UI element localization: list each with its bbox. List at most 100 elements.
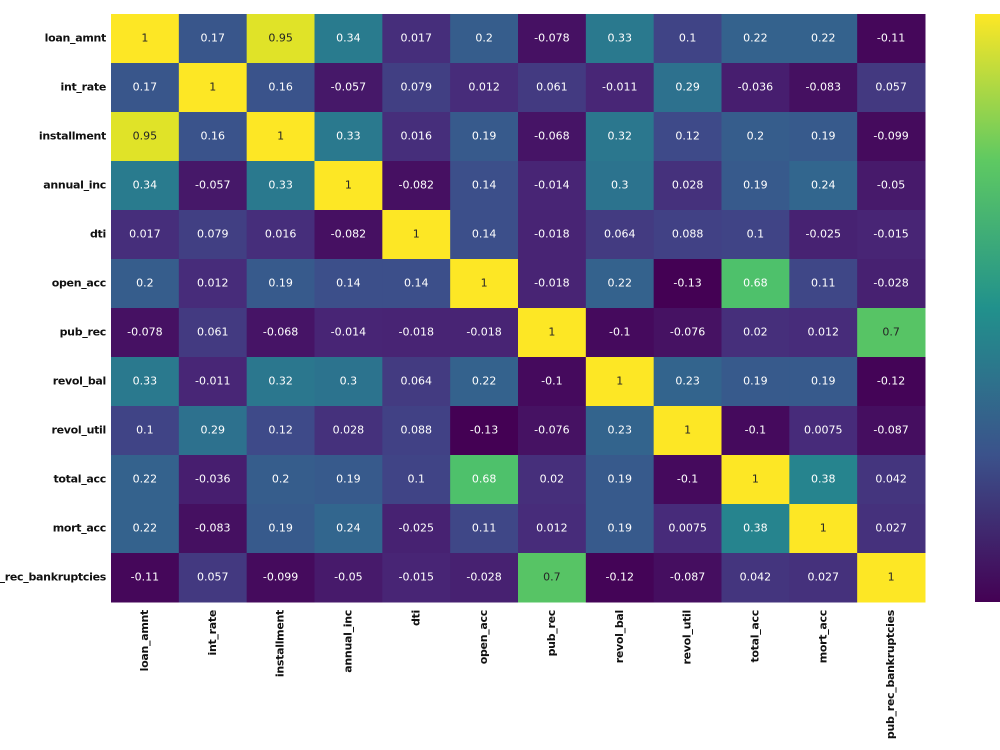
cell-annotation: 0.23 [675,375,700,388]
heatmap-cell [314,14,383,64]
heatmap-cell [857,357,926,407]
cell-annotation: -0.057 [331,81,366,94]
heatmap-cell [450,14,519,64]
heatmap-cell [518,63,587,113]
heatmap-cell [585,210,655,260]
cell-annotation: 0.016 [265,228,297,241]
heatmap-cell [450,63,519,113]
heatmap-cell [178,406,248,456]
heatmap-cell [450,210,519,260]
heatmap-cell [314,63,383,113]
heatmap-cell [653,308,722,358]
cell-annotation: 0.22 [472,375,497,388]
cell-annotation: 0.1 [747,228,765,241]
heatmap-cell [178,504,248,554]
cell-annotation: 0.68 [472,473,497,486]
heatmap-cell [450,259,519,309]
heatmap-cell [653,357,722,407]
cell-annotation: -0.11 [131,571,159,584]
heatmap-cell [585,112,655,162]
heatmap-cell [382,504,451,554]
x-tick-label: mort_acc [816,610,829,663]
cell-annotation: 0.7 [882,326,900,339]
heatmap-cell [857,455,926,505]
cell-annotation: 0.22 [133,473,158,486]
heatmap-cell [246,308,315,358]
heatmap-cell [653,63,722,113]
heatmap-cell [382,308,451,358]
heatmap-cell [246,112,315,162]
heatmap-cell [721,63,790,113]
heatmap-cell [382,161,451,211]
heatmap-cell [111,455,180,505]
heatmap-cell [585,14,655,64]
heatmap-cell [450,308,519,358]
cell-annotation: -0.13 [673,277,701,290]
heatmap-cell [111,504,180,554]
heatmap-cell [721,553,790,603]
cell-annotation: 0.2 [272,473,290,486]
heatmap-cell [314,504,383,554]
x-tick-label: revol_bal [613,610,626,663]
heatmap-cell [653,553,722,603]
x-tick-label: loan_amnt [138,610,151,671]
cell-annotation: 0.012 [536,522,568,535]
cell-annotation: 0.14 [472,179,497,192]
cell-annotation: 0.32 [608,130,633,143]
heatmap-cell [314,308,383,358]
cell-annotation: 0.016 [401,130,433,143]
x-tick-label: total_acc [748,610,761,663]
cell-annotation: 0.11 [811,277,836,290]
heatmap-cell [518,259,587,309]
heatmap-cell [789,357,858,407]
heatmap-cell [789,553,858,603]
heatmap-cell [382,210,451,260]
cell-annotation: 0.33 [608,32,633,45]
cell-annotation: 0.017 [401,32,433,45]
heatmap-cell [857,63,926,113]
cell-annotation: -0.011 [602,81,637,94]
cell-annotation: 0.028 [672,179,704,192]
cell-annotation: 1 [413,228,420,241]
cell-annotation: 0.19 [811,375,836,388]
heatmap-cell [721,357,790,407]
heatmap-cell [382,553,451,603]
cell-annotation: -0.1 [541,375,562,388]
cell-annotation: 1 [616,375,623,388]
heatmap-cell [314,161,383,211]
heatmap-cell [111,210,180,260]
heatmap-cell [721,14,790,64]
heatmap-cell [178,14,248,64]
cell-annotation: -0.083 [806,81,841,94]
heatmap-cell [518,455,587,505]
cell-annotation: -0.1 [677,473,698,486]
heatmap-cell [857,308,926,358]
cell-annotation: -0.018 [534,277,569,290]
heatmap-cell [111,112,180,162]
heatmap-cell [382,63,451,113]
cell-annotation: -0.011 [195,375,230,388]
cell-annotation: 0.19 [336,473,361,486]
heatmap-cell [450,357,519,407]
heatmap-cell [789,259,858,309]
heatmap-cell [314,210,383,260]
cell-annotation: 1 [820,522,827,535]
heatmap-cell [314,455,383,505]
heatmap-cell [585,455,655,505]
cell-annotation: 0.7 [543,571,561,584]
cell-annotation: 0.33 [336,130,361,143]
heatmap-cell [178,259,248,309]
cell-annotation: 0.14 [472,228,497,241]
heatmap-cell [178,210,248,260]
cell-annotation: -0.068 [534,130,569,143]
cell-annotation: 1 [481,277,488,290]
heatmap-cell [178,357,248,407]
heatmap-cell [653,406,722,456]
cell-annotation: 1 [752,473,759,486]
heatmap-cell [721,308,790,358]
heatmap-cell [585,357,655,407]
heatmap-cell [246,406,315,456]
cell-annotation: -0.028 [466,571,501,584]
cell-annotation: -0.078 [127,326,162,339]
